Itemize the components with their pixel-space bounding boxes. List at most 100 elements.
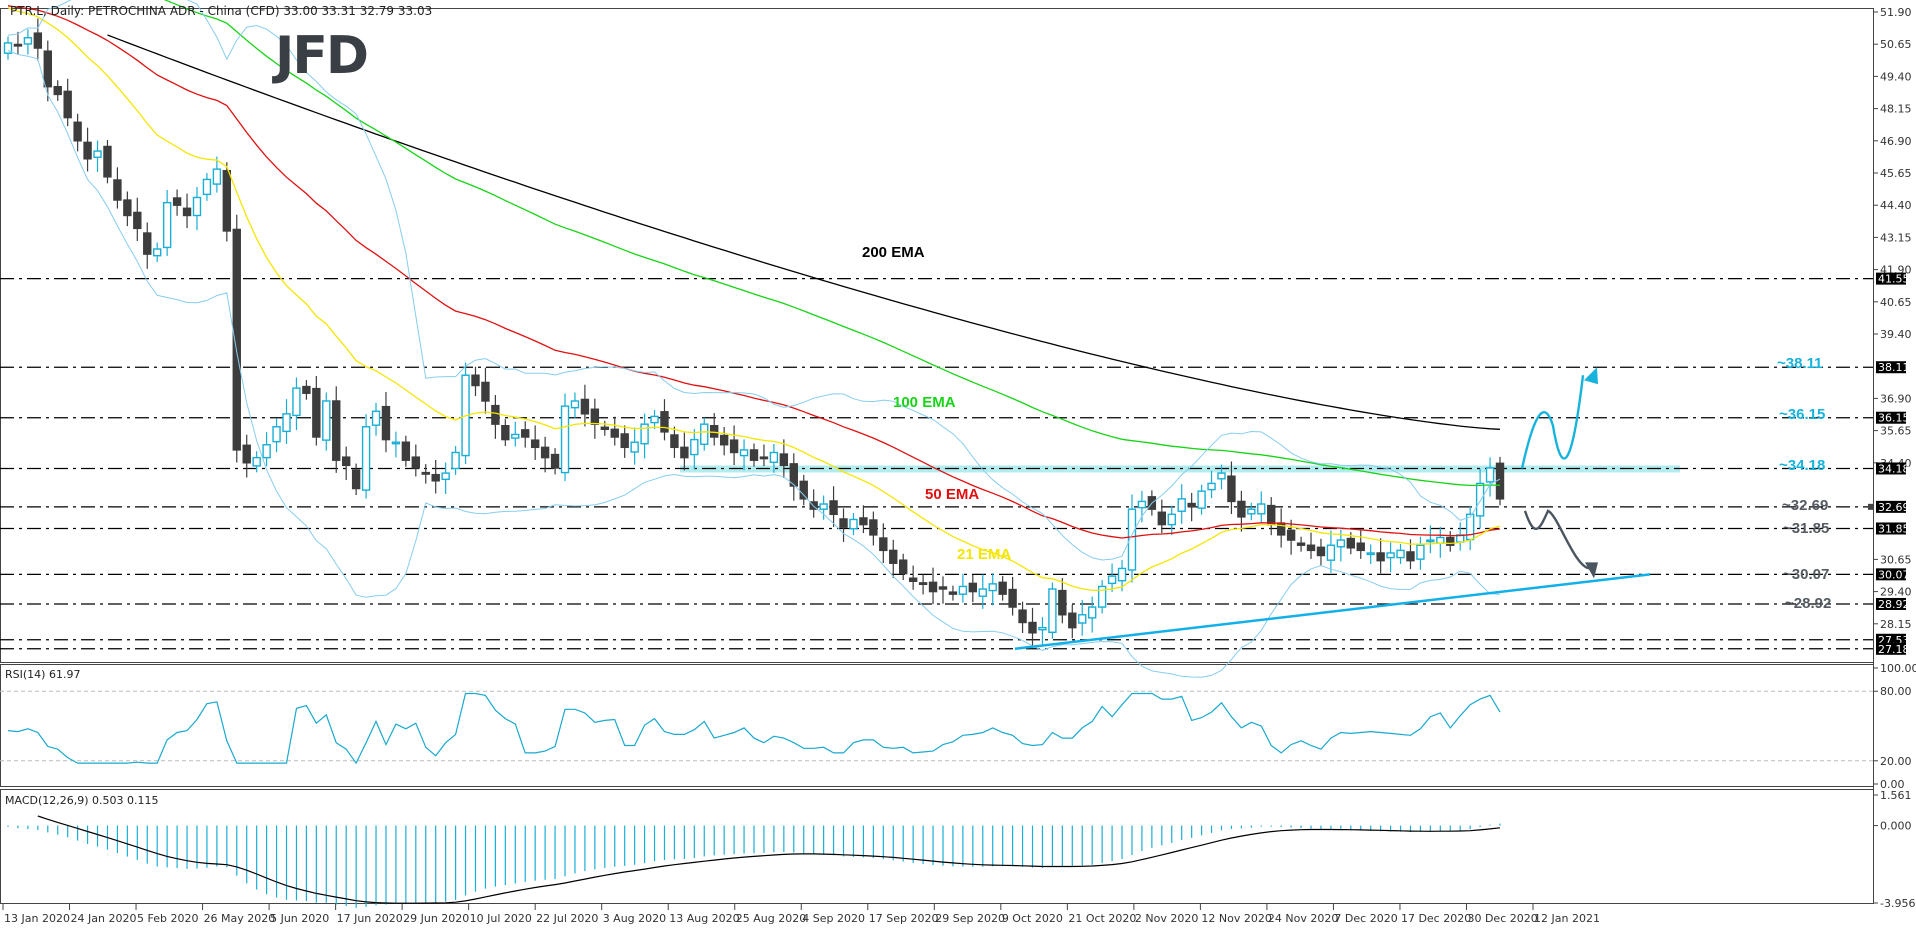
- bull-candle: [1167, 513, 1176, 526]
- price-level-badge: [1876, 568, 1906, 581]
- bull-candle: [1247, 508, 1256, 515]
- bear-candle: [918, 582, 928, 586]
- bull-candle: [849, 518, 858, 530]
- symbol-header: PTR.L, Daily: PETROCHINA ADR - China (CF…: [10, 4, 433, 18]
- bear-candle: [1495, 462, 1505, 500]
- bull-candle: [511, 433, 520, 439]
- level-label: ~38.11: [1777, 355, 1823, 372]
- bull-candle: [1257, 503, 1266, 515]
- bear-candle: [1267, 504, 1276, 526]
- bear-candle: [1058, 589, 1067, 616]
- bear-candle: [172, 197, 182, 206]
- bear-candle: [13, 43, 23, 47]
- ema-label: 21 EMA: [957, 546, 1012, 563]
- rsi-panel-frame: [0, 664, 1874, 787]
- bull-candle: [1117, 567, 1127, 582]
- price-tick-label: 40.65: [1880, 296, 1912, 309]
- bear-candle: [998, 581, 1007, 595]
- price-level-badge-text: 28.92: [1878, 598, 1910, 611]
- bear-candle: [341, 456, 351, 467]
- ema-200-line: [107, 34, 1501, 430]
- bull-candle: [1475, 482, 1485, 517]
- bear-candle: [729, 439, 739, 454]
- level-label: ~34.18: [1779, 457, 1826, 474]
- bull-candle: [1207, 482, 1216, 491]
- price-tick-label: 48.15: [1880, 103, 1912, 116]
- bear-candle: [719, 434, 729, 446]
- date-tick-label: 17 Dec 2020: [1401, 912, 1471, 925]
- date-tick-label: 30 Dec 2020: [1467, 912, 1537, 925]
- bear-candle: [620, 433, 629, 449]
- price-level-badge-text: 34.18: [1878, 462, 1910, 475]
- bull-candle: [1336, 539, 1346, 548]
- bull-candle: [1416, 544, 1425, 560]
- date-tick-label: 12 Nov 2020: [1201, 912, 1271, 925]
- price-tick-label: 50.65: [1880, 38, 1912, 51]
- bull-candle: [700, 423, 709, 445]
- price-tick-label: 35.65: [1880, 425, 1912, 438]
- bear-candle: [968, 582, 978, 593]
- level-label: ~36.15: [1779, 406, 1826, 423]
- bear-candle: [431, 473, 440, 482]
- macd-label: MACD(12,26,9) 0.503 0.115: [5, 794, 159, 807]
- price-level-badge-text: 30.07: [1878, 568, 1910, 581]
- bear-candle: [530, 439, 540, 449]
- date-tick-label: 29 Sep 2020: [935, 912, 1005, 925]
- price-tick-label: 46.90: [1880, 135, 1912, 148]
- date-tick-label: 10 Jul 2020: [470, 912, 532, 925]
- rsi-label: RSI(14) 61.97: [5, 668, 81, 681]
- bull-candle: [1107, 575, 1117, 585]
- bear-candle: [580, 398, 590, 415]
- ema-100-line: [163, 0, 1501, 487]
- bear-candle: [590, 408, 600, 425]
- bull-candle: [1217, 472, 1226, 480]
- price-tick-label: 44.40: [1880, 199, 1912, 212]
- price-level-badge-text: 41.55: [1878, 273, 1910, 286]
- rsi-tick-label: 0.00: [1880, 778, 1905, 791]
- bear-candle: [1296, 542, 1306, 546]
- price-level-badge: [1876, 500, 1906, 513]
- price-tick-label: 45.65: [1880, 167, 1912, 180]
- price-level-badge-text: 32.69: [1878, 501, 1910, 514]
- bull-candle: [23, 37, 33, 45]
- date-tick-label: 4 Sep 2020: [802, 912, 865, 925]
- bear-candle: [1356, 542, 1365, 552]
- bull-candle: [1137, 500, 1147, 509]
- bear-candle: [550, 453, 560, 469]
- bullish-scenario-arrow: [1520, 375, 1585, 469]
- bear-candle: [521, 429, 530, 438]
- bull-candle: [202, 178, 212, 196]
- macd-panel-frame: [0, 789, 1874, 904]
- bear-candle: [779, 453, 789, 467]
- bull-candle: [640, 423, 649, 445]
- bear-candle: [1237, 500, 1246, 518]
- candles: [3, 18, 1505, 646]
- bear-candle: [133, 211, 142, 230]
- level-label: ~30.07: [1783, 566, 1830, 583]
- bull-candle: [292, 387, 301, 417]
- ema-21-line: [7, 7, 1501, 592]
- bear-candle: [908, 577, 918, 582]
- bear-candle: [540, 446, 550, 459]
- bull-candle: [322, 400, 331, 441]
- bear-candle: [113, 179, 122, 201]
- bear-candle: [43, 50, 52, 88]
- price-level-badge: [1876, 411, 1906, 424]
- bull-candle: [371, 410, 381, 426]
- bear-candle: [1187, 502, 1196, 508]
- bear-candle: [421, 471, 430, 475]
- bull-candle: [391, 441, 401, 445]
- rsi-tick-label: 80.00: [1880, 685, 1912, 698]
- bearish-scenario-arrow: [1523, 509, 1591, 570]
- bull-candle: [1485, 467, 1495, 483]
- bear-candle: [1346, 537, 1356, 549]
- bear-candle: [103, 145, 112, 178]
- bear-candle: [948, 591, 958, 595]
- date-tick-label: 13 Aug 2020: [669, 912, 739, 925]
- date-tick-label: 24 Jan 2020: [71, 912, 137, 925]
- date-tick-label: 5 Jun 2020: [270, 912, 329, 925]
- date-tick-label: 9 Oct 2020: [1002, 912, 1063, 925]
- bear-candle: [759, 456, 769, 460]
- price-tick-label: 49.40: [1880, 70, 1912, 83]
